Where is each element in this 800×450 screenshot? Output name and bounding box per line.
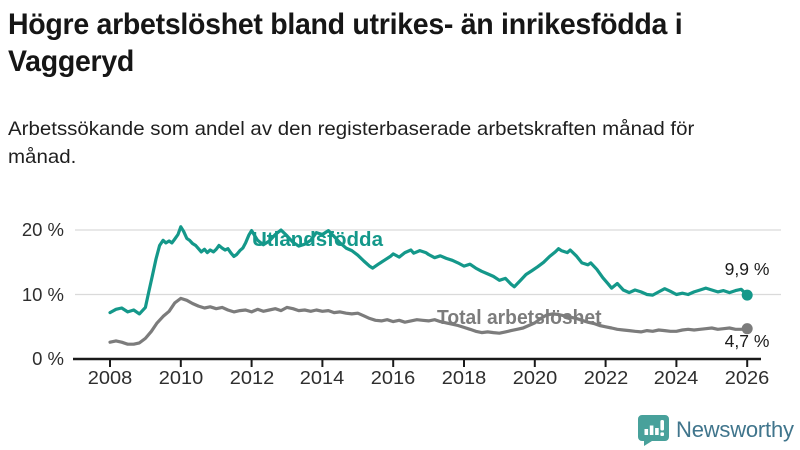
series-end-dot-1 — [741, 323, 753, 335]
series-line-1 — [108, 296, 749, 346]
brand-name: Newsworthy — [676, 417, 794, 442]
page-subtitle: Arbetssökande som andel av den registerb… — [8, 118, 695, 168]
series-line-0 — [108, 225, 749, 316]
series-end-dot-0 — [741, 289, 753, 301]
bar-chart-speech-bubble-icon — [638, 415, 669, 446]
page-title: Högre arbetslöshet bland utrikes- än inr… — [8, 8, 683, 78]
newsworthy-logo: Newsworthy — [638, 414, 794, 446]
